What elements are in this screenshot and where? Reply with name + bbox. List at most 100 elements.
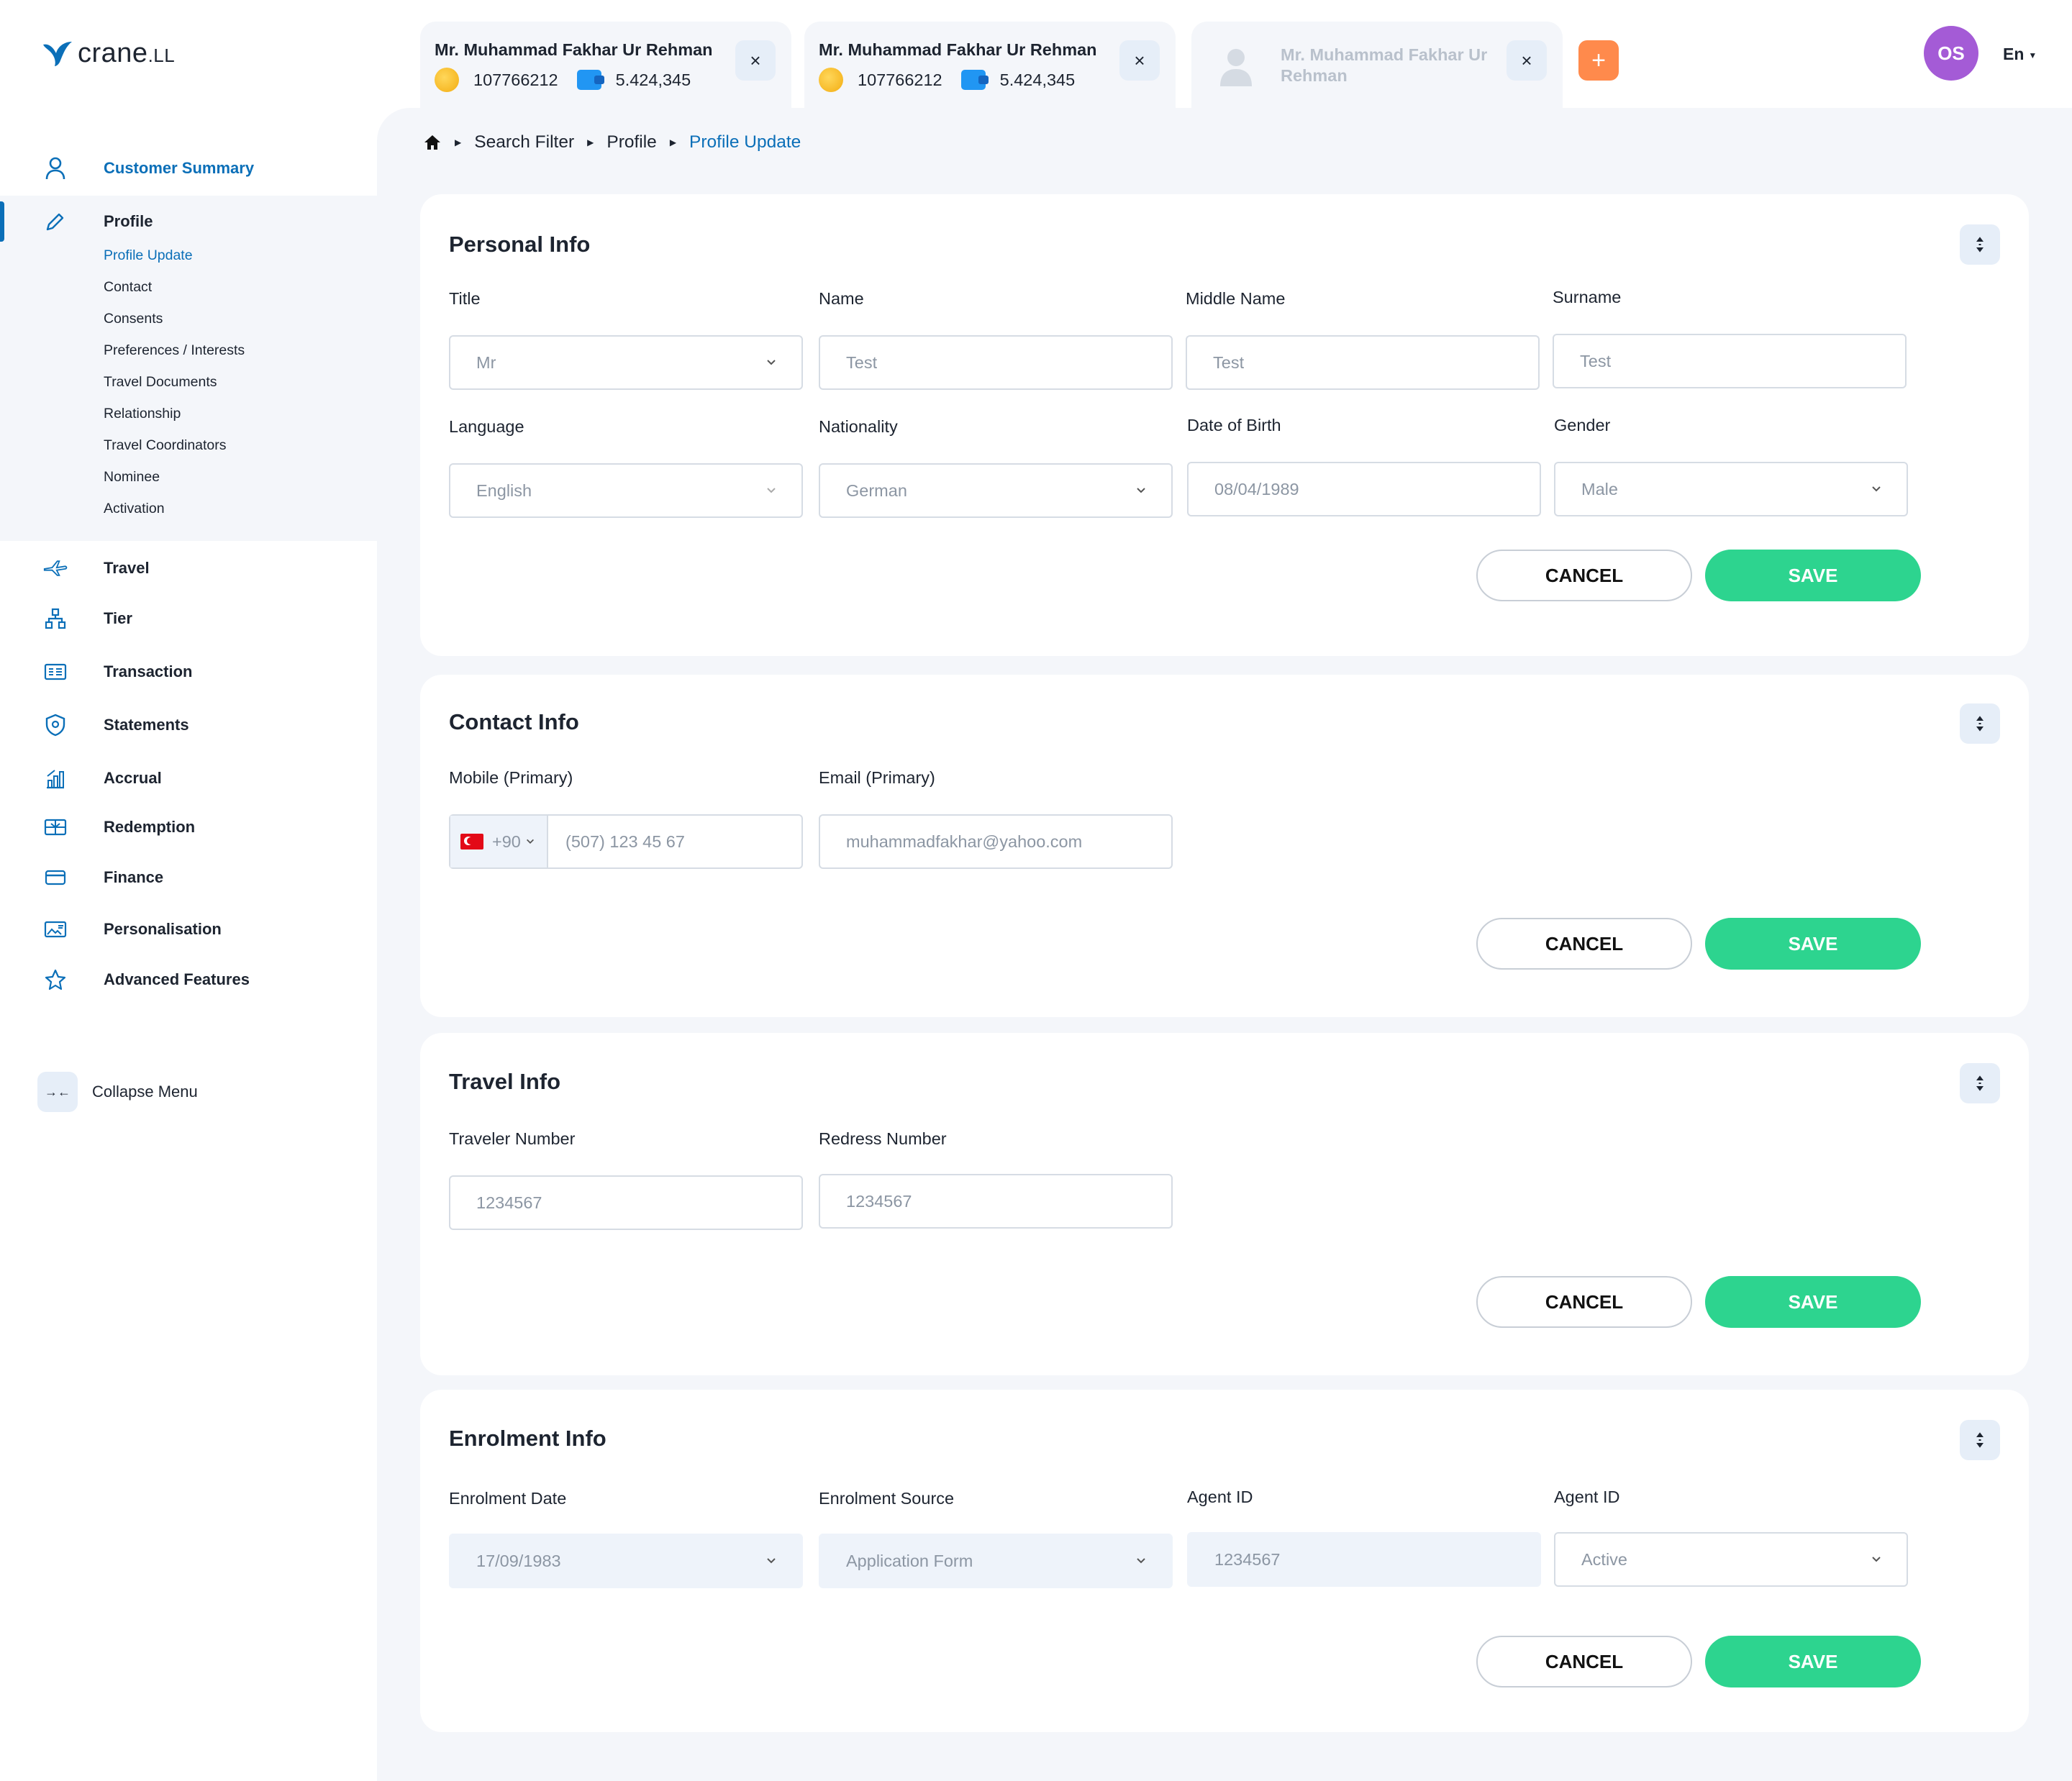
breadcrumb-profile[interactable]: Profile — [606, 132, 657, 152]
customer-tab-3[interactable]: Mr. Muhammad Fakhar Ur Rehman × — [1191, 22, 1563, 109]
nationality-label: Nationality — [819, 417, 898, 436]
card-title: Enrolment Info — [449, 1426, 606, 1451]
cancel-button[interactable]: CANCEL — [1476, 918, 1692, 970]
mobile-input[interactable]: +90 (507) 123 45 67 — [449, 814, 803, 869]
enrolment-source-select[interactable]: Application Form — [819, 1534, 1173, 1588]
collapse-menu[interactable]: →← Collapse Menu — [37, 1072, 198, 1112]
sidebar-sub-nominee[interactable]: Nominee — [104, 469, 160, 485]
sidebar-item-accrual[interactable]: Accrual — [0, 764, 377, 793]
sidebar-item-profile[interactable]: Profile — [0, 207, 377, 236]
home-icon[interactable] — [423, 133, 442, 152]
surname-input[interactable]: Test — [1553, 334, 1907, 388]
breadcrumb-current: Profile Update — [689, 132, 801, 152]
sidebar-item-label: Customer Summary — [104, 159, 255, 177]
redress-number-input[interactable]: 1234567 — [819, 1174, 1173, 1229]
save-button[interactable]: SAVE — [1705, 550, 1921, 601]
collapse-icon[interactable]: →← — [37, 1072, 78, 1112]
main-content: ▶ Search Filter ▶ Profile ▶ Profile Upda… — [377, 108, 2072, 1781]
save-button[interactable]: SAVE — [1705, 1636, 1921, 1687]
customer-tab-1[interactable]: Mr. Muhammad Fakhar Ur Rehman 107766212 … — [420, 22, 791, 109]
enrolment-date-select[interactable]: 17/09/1983 — [449, 1534, 803, 1588]
save-button[interactable]: SAVE — [1705, 918, 1921, 970]
caret-right-icon: ▶ — [587, 137, 594, 147]
language-selector[interactable]: En ▼ — [2003, 45, 2037, 64]
caret-right-icon: ▶ — [669, 137, 677, 147]
customer-tab-2[interactable]: Mr. Muhammad Fakhar Ur Rehman 107766212 … — [804, 22, 1176, 109]
sidebar-item-personalisation[interactable]: Personalisation — [0, 915, 377, 944]
sidebar-sub-travel-documents[interactable]: Travel Documents — [104, 374, 217, 390]
traveler-number-input[interactable]: 1234567 — [449, 1175, 803, 1230]
user-avatar[interactable]: OS — [1924, 26, 1978, 81]
more-vertical-icon[interactable] — [1960, 1420, 2000, 1460]
title-select[interactable]: Mr — [449, 335, 803, 390]
sidebar-item-statements[interactable]: Statements — [0, 711, 377, 739]
agent-id-input[interactable]: 1234567 — [1187, 1532, 1541, 1587]
caret-right-icon: ▶ — [455, 137, 462, 147]
sidebar-item-tier[interactable]: Tier — [0, 604, 377, 633]
name-input[interactable]: Test — [819, 335, 1173, 390]
sidebar-item-label: Finance — [104, 868, 164, 886]
cancel-button[interactable]: CANCEL — [1476, 550, 1692, 601]
more-vertical-icon[interactable] — [1960, 703, 2000, 744]
pencil-icon — [43, 209, 68, 234]
sidebar-sub-relationship[interactable]: Relationship — [104, 406, 181, 422]
wallet-icon — [576, 70, 604, 90]
language-select[interactable]: English — [449, 463, 803, 518]
save-button[interactable]: SAVE — [1705, 1276, 1921, 1328]
dob-label: Date of Birth — [1187, 416, 1281, 434]
credit-card-icon — [43, 865, 68, 890]
chevron-down-icon — [767, 1558, 776, 1564]
breadcrumb-search-filter[interactable]: Search Filter — [474, 132, 575, 152]
contact-info-card: Contact Info Mobile (Primary) Email (Pri… — [420, 675, 2029, 1017]
sidebar-item-advanced-features[interactable]: Advanced Features — [0, 965, 377, 994]
sidebar-item-label: Redemption — [104, 818, 196, 836]
sidebar-item-travel[interactable]: Travel — [0, 554, 377, 583]
sidebar-item-customer-summary[interactable]: Customer Summary — [0, 141, 377, 196]
sidebar-item-label: Statements — [104, 716, 189, 734]
sidebar-sub-activation[interactable]: Activation — [104, 501, 165, 516]
enrolment-source-label: Enrolment Source — [819, 1489, 955, 1508]
sidebar-sub-profile-update[interactable]: Profile Update — [104, 247, 193, 263]
logo[interactable]: crane.LL — [42, 37, 175, 69]
middle-name-input[interactable]: Test — [1186, 335, 1540, 390]
close-tab-button[interactable]: × — [735, 40, 776, 81]
sidebar-item-finance[interactable]: Finance — [0, 863, 377, 892]
sidebar-item-redemption[interactable]: Redemption — [0, 813, 377, 842]
email-input[interactable]: muhammadfakhar@yahoo.com — [819, 814, 1173, 869]
gender-label: Gender — [1554, 416, 1611, 434]
gender-select[interactable]: Male — [1554, 462, 1908, 516]
close-tab-button[interactable]: × — [1119, 40, 1160, 81]
user-icon — [43, 156, 68, 181]
more-vertical-icon[interactable] — [1960, 224, 2000, 265]
breadcrumb: ▶ Search Filter ▶ Profile ▶ Profile Upda… — [423, 132, 801, 152]
sidebar-item-transaction[interactable]: Transaction — [0, 657, 377, 686]
customer-meta: 107766212 5.424,345 — [819, 68, 1075, 92]
close-tab-button[interactable]: × — [1507, 40, 1547, 81]
personal-info-card: Personal Info Title Name Middle Name Sur… — [420, 194, 2029, 656]
customer-name: Mr. Muhammad Fakhar Ur Rehman — [819, 40, 1097, 59]
bar-chart-icon — [43, 766, 68, 791]
airplane-icon — [43, 556, 68, 580]
sidebar-sub-consents[interactable]: Consents — [104, 311, 163, 327]
card-title: Contact Info — [449, 709, 579, 734]
hierarchy-icon — [43, 606, 68, 631]
sidebar-sub-travel-coordinators[interactable]: Travel Coordinators — [104, 437, 227, 453]
sidebar-item-label: Accrual — [104, 769, 162, 787]
coin-icon — [819, 68, 843, 92]
sidebar-sub-preferences[interactable]: Preferences / Interests — [104, 342, 245, 358]
active-indicator — [0, 201, 4, 242]
enrolment-info-card: Enrolment Info Enrolment Date Enrolment … — [420, 1390, 2029, 1732]
customer-name: Mr. Muhammad Fakhar Ur Rehman — [435, 40, 713, 59]
nationality-select[interactable]: German — [819, 463, 1173, 518]
middle-name-label: Middle Name — [1186, 289, 1286, 308]
add-tab-button[interactable]: + — [1578, 40, 1619, 81]
chevron-down-icon — [1137, 1558, 1145, 1564]
dob-input[interactable]: 08/04/1989 — [1187, 462, 1541, 516]
redress-number-label: Redress Number — [819, 1129, 947, 1148]
agent-status-select[interactable]: Active — [1554, 1532, 1908, 1587]
cancel-button[interactable]: CANCEL — [1476, 1636, 1692, 1687]
cancel-button[interactable]: CANCEL — [1476, 1276, 1692, 1328]
sidebar-sub-contact[interactable]: Contact — [104, 279, 153, 295]
country-code-select[interactable]: +90 — [450, 816, 548, 867]
more-vertical-icon[interactable] — [1960, 1063, 2000, 1103]
